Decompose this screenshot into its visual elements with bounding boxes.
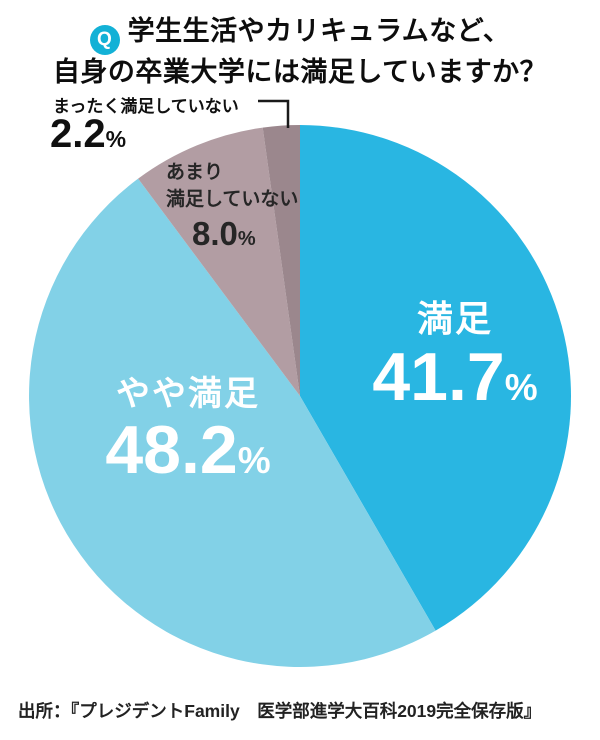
- slice-name: 満足: [416, 298, 493, 339]
- slice-value: 48.2%: [38, 412, 338, 488]
- slice-label-amari: あまり 満足していない 8.0%: [166, 160, 316, 252]
- slice-name-line1: あまり: [166, 162, 224, 183]
- question-badge-icon: Q: [89, 25, 120, 56]
- pie-slices: [29, 125, 571, 667]
- title-line1-row: Q 学生生活やカリキュラムなど、: [0, 14, 600, 56]
- pie-slice-2: [29, 178, 436, 667]
- source-note: 出所：『プレジデントFamily 医学部進学大百科2019完全保存版』: [18, 701, 542, 721]
- percent-sign: %: [237, 228, 256, 251]
- chart-title: Q 学生生活やカリキュラムなど、 自身の卒業大学には満足していますか？: [0, 14, 600, 90]
- slice-value-number: 48.2: [105, 412, 238, 488]
- slice-label-yaya-manzoku: やや満足 48.2%: [38, 366, 338, 486]
- pie-slice-1: [300, 125, 571, 631]
- slice-value-number: 41.7: [372, 339, 505, 415]
- percent-sign: %: [237, 440, 271, 481]
- slice-value: 41.7%: [320, 339, 590, 415]
- percent-sign: %: [105, 126, 127, 152]
- slice-name-line2: 満足していない: [166, 188, 299, 210]
- percent-sign: %: [504, 367, 538, 408]
- slice-label-manzoku: 満足 41.7%: [320, 290, 590, 413]
- slice-name: あまり 満足していない: [166, 160, 316, 213]
- title-line2: 自身の卒業大学には満足していますか？: [52, 57, 548, 88]
- pie-slice-3: [138, 127, 300, 396]
- slice-label-mattaku-value: 2.2%: [50, 113, 126, 155]
- slice-label-mattaku-name: まったく満足していない: [53, 97, 239, 116]
- title-line1: 学生生活やカリキュラムなど、: [127, 16, 511, 46]
- slice-name: やや満足: [116, 375, 260, 413]
- callout-line: [258, 99, 290, 128]
- slice-value-number: 8.0: [192, 215, 238, 253]
- slice-value: 2.2%: [50, 113, 126, 155]
- slice-value-number: 2.2: [50, 112, 106, 156]
- slice-value: 8.0%: [192, 215, 316, 253]
- pie-slice-4: [262, 125, 300, 396]
